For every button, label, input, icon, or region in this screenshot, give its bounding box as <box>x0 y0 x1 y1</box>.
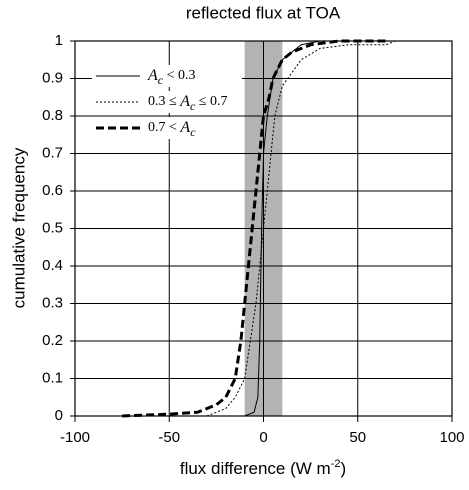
legend-bg <box>92 91 242 113</box>
y-tick-label: 1 <box>55 32 63 49</box>
x-axis-label: flux difference (W m-2) <box>180 458 346 479</box>
x-tick-label: 50 <box>349 429 366 446</box>
y-axis-label: cumulative frequency <box>9 147 28 308</box>
y-tick-label: 0.7 <box>42 144 63 161</box>
legend-bg <box>92 117 242 139</box>
legend-label: 0.7 < Ac <box>148 119 196 139</box>
y-tick-label: 0.9 <box>42 69 63 86</box>
x-tick-label: 0 <box>259 429 267 446</box>
legend-bg <box>92 65 242 87</box>
cdf-line <box>122 39 387 418</box>
y-tick-label: 0.8 <box>42 107 63 124</box>
plot-frame <box>74 40 453 417</box>
y-tick-label: 0.3 <box>42 294 63 311</box>
legend-label: Ac < 0.3 <box>147 67 196 87</box>
y-tick-label: 0.4 <box>42 257 63 274</box>
legend-label: 0.3 ≤ Ac ≤ 0.7 <box>148 93 227 113</box>
y-tick-label: 0.5 <box>42 219 63 236</box>
y-tick-label: 0.1 <box>42 369 63 386</box>
x-tick-label: -100 <box>60 429 90 446</box>
cdf-line <box>206 40 396 417</box>
y-tick-label: 0.6 <box>42 182 63 199</box>
y-tick-label: 0 <box>55 407 63 424</box>
x-tick-label: -50 <box>158 429 180 446</box>
y-tick-label: 0.2 <box>42 332 63 349</box>
x-tick-label: 100 <box>439 429 464 446</box>
chart-title: reflected flux at TOA <box>186 3 341 22</box>
